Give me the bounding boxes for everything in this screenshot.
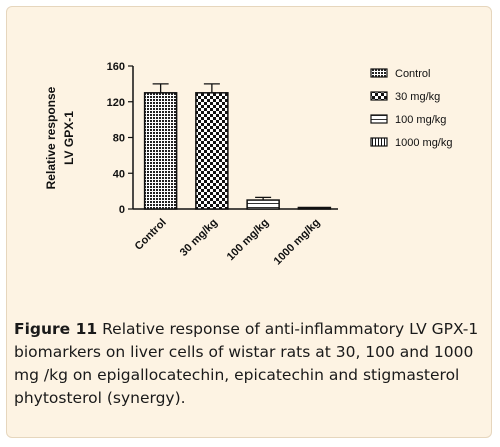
bar-control (143, 92, 178, 210)
y-tick-label: 0 (119, 204, 125, 216)
y-tick-label: 40 (113, 168, 125, 180)
legend-label: Control (395, 68, 430, 80)
figure-card (6, 6, 492, 438)
y-tick-label: 80 (113, 133, 125, 145)
chart-legend: Control 30 mg/kg 100 mg/kg 1000 mg/kg (370, 68, 452, 149)
legend-swatch (370, 68, 388, 78)
legend-swatch (370, 91, 388, 101)
y-tick-label: 160 (107, 61, 125, 73)
bar-30-mg-kg (195, 92, 229, 210)
caption-text: Relative response of anti-inflammatory L… (14, 320, 479, 407)
x-tick-label: Control (133, 217, 169, 253)
caption-label: Figure 11 (14, 320, 98, 338)
y-axis-label-line2: LV GPX-1 (62, 111, 76, 165)
x-tick-label: 100 mg/kg (225, 217, 272, 264)
y-axis-label-line1: Relative response (44, 86, 58, 189)
x-tick-label: 1000 mg/kg (272, 217, 323, 268)
legend-label: 30 mg/kg (395, 91, 440, 103)
chart-bars: Control 30 mg/kg 100 mg/kg 1000 mg/kg (133, 83, 332, 268)
y-tick-label: 120 (107, 97, 125, 109)
bar-100-mg-kg (246, 199, 280, 210)
legend-swatch (370, 114, 388, 124)
legend-label: 1000 mg/kg (395, 137, 452, 149)
legend-label: 100 mg/kg (395, 114, 446, 126)
figure-caption: Figure 11 Relative response of anti-infl… (14, 318, 480, 410)
legend-swatch (370, 137, 388, 147)
x-tick-label: 30 mg/kg (178, 217, 220, 259)
